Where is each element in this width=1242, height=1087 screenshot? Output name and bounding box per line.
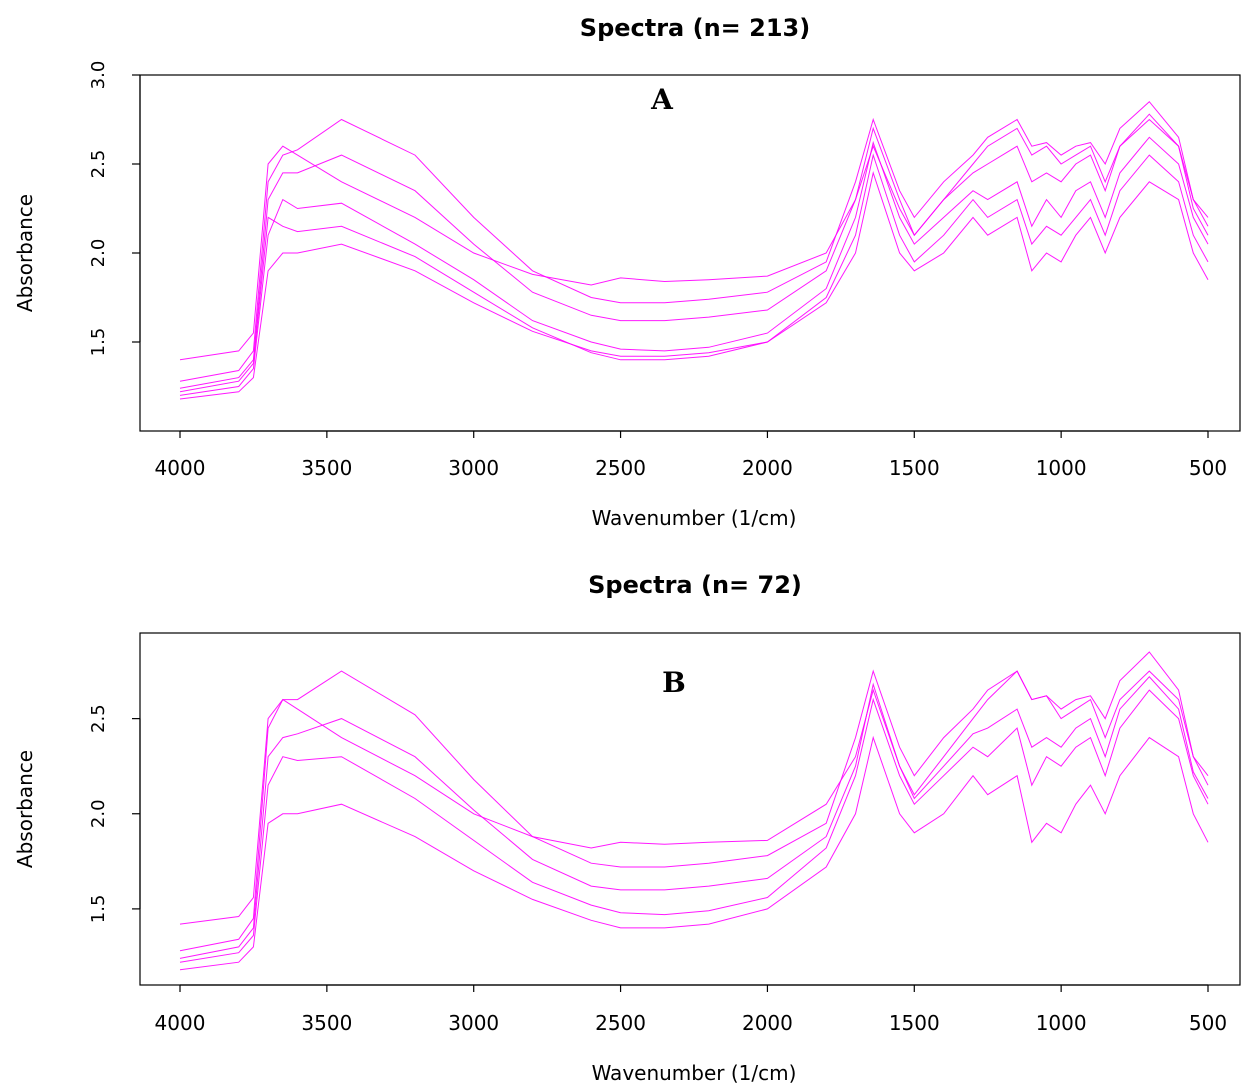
x-tick-label: 4000 — [155, 456, 206, 480]
plot-frame — [139, 632, 1241, 986]
spectrum-line-3 — [179, 100, 1209, 382]
panel-label: A — [650, 83, 674, 116]
y-axis: 1.5 2.0 2.5 3.0 — [88, 61, 141, 357]
y-tick-label: 2.0 — [88, 799, 109, 828]
x-tick-label: 2000 — [742, 1011, 793, 1035]
spectrum-line-1 — [179, 171, 1209, 400]
y-axis-label: Absorbance — [13, 194, 37, 312]
spectrum-line-5 — [179, 153, 1209, 393]
y-tick-label: 1.5 — [88, 895, 109, 924]
y-axis-label: Absorbance — [13, 750, 37, 868]
x-tick-label: 1500 — [889, 456, 940, 480]
x-tick-label: 3000 — [448, 456, 499, 480]
chart-title: Spectra (n= 72) — [588, 571, 802, 599]
x-axis-label: Wavenumber (1/cm) — [592, 506, 797, 530]
spectrum-line-6 — [179, 118, 1209, 361]
x-tick-label: 1000 — [1036, 456, 1087, 480]
chart-panel-b: Spectra (n= 72) B 4000 3500 3000 2500 2000 15… — [13, 571, 1241, 1085]
x-tick-label: 1000 — [1036, 1011, 1087, 1035]
spectrum-line-2 — [179, 689, 1209, 963]
spectrum-line-1 — [179, 735, 1209, 971]
x-axis: 4000 3500 3000 2500 2000 1500 1000 500 — [155, 430, 1227, 480]
spectrum-line-2 — [179, 136, 1209, 396]
y-tick-label: 1.5 — [88, 328, 109, 357]
x-tick-label: 3000 — [448, 1011, 499, 1035]
spectrum-line-5 — [179, 676, 1209, 959]
x-tick-label: 500 — [1189, 1011, 1227, 1035]
x-axis-label: Wavenumber (1/cm) — [592, 1061, 797, 1085]
chart-panel-a: Spectra (n= 213) A 4000 3500 3000 2500 2000 1… — [13, 14, 1241, 530]
y-tick-label: 2.5 — [88, 150, 109, 179]
x-tick-label: 2500 — [595, 1011, 646, 1035]
x-tick-label: 500 — [1189, 456, 1227, 480]
spectra-lines — [179, 651, 1209, 971]
chart-title: Spectra (n= 213) — [580, 14, 810, 42]
x-tick-label: 2000 — [742, 456, 793, 480]
spectra-lines — [179, 100, 1209, 400]
x-tick-label: 4000 — [155, 1011, 206, 1035]
x-tick-label: 3500 — [301, 1011, 352, 1035]
spectrum-line-3 — [179, 651, 1209, 952]
spectrum-line-4 — [179, 113, 1209, 389]
panel-label: B — [662, 666, 686, 699]
y-tick-label: 2.0 — [88, 239, 109, 268]
y-tick-label: 2.5 — [88, 704, 109, 733]
x-tick-label: 1500 — [889, 1011, 940, 1035]
spectrum-line-4 — [179, 670, 1209, 925]
x-tick-label: 2500 — [595, 456, 646, 480]
x-tick-label: 3500 — [301, 456, 352, 480]
y-tick-label: 3.0 — [88, 61, 109, 90]
x-axis: 4000 3500 3000 2500 2000 1500 1000 500 — [155, 984, 1227, 1035]
plot-frame — [139, 74, 1241, 432]
y-axis: 1.5 2.0 2.5 — [88, 704, 141, 924]
